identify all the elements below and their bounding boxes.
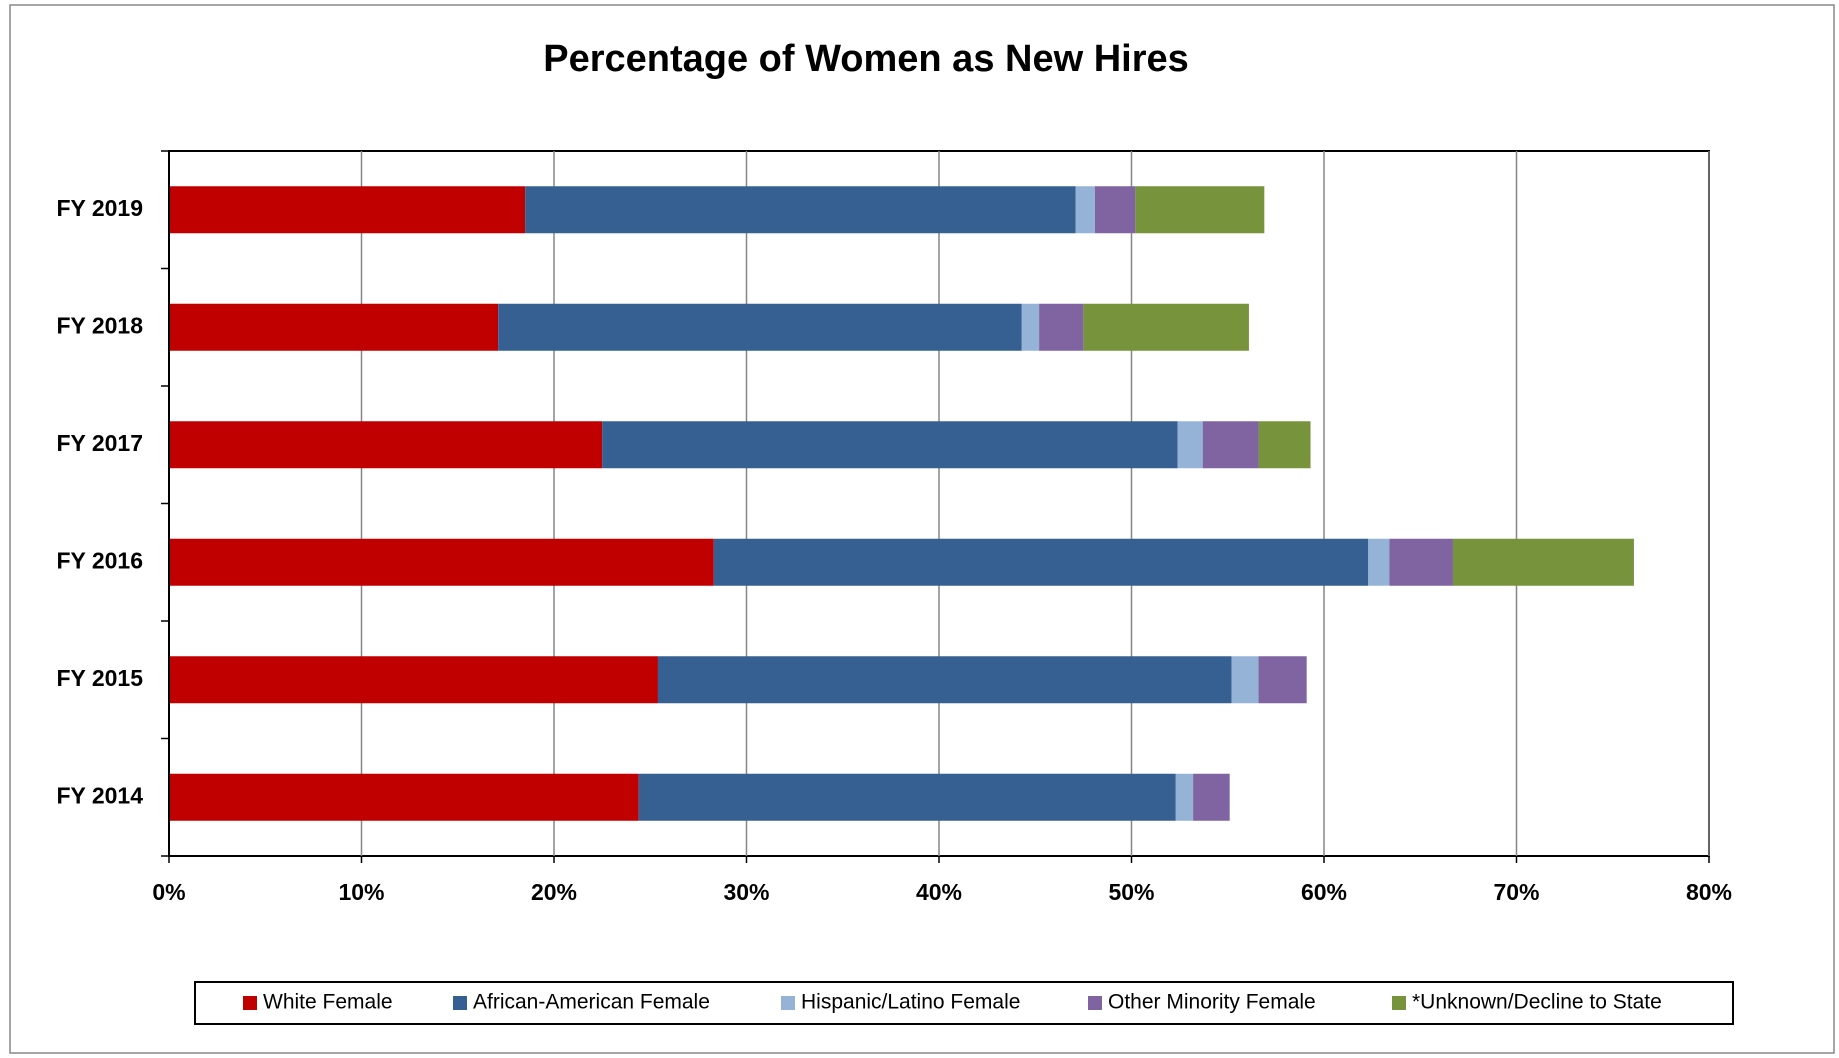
legend-label: Hispanic/Latino Female — [801, 991, 1020, 1014]
x-tick-label: 20% — [531, 879, 577, 905]
x-tick-label: 10% — [338, 879, 384, 905]
legend-swatch — [781, 996, 795, 1010]
bar-segment — [657, 656, 1232, 704]
bar-segment — [1368, 538, 1390, 586]
y-tick-label: FY 2017 — [56, 430, 143, 456]
bar-segment — [1231, 656, 1259, 704]
bar-segment — [525, 186, 1076, 234]
bar-segment — [1193, 773, 1230, 821]
bar-segment — [1202, 421, 1259, 469]
bar-segment — [1258, 656, 1307, 704]
bar-segment — [713, 538, 1369, 586]
bar-segment — [169, 421, 603, 469]
x-tick-label: 50% — [1108, 879, 1154, 905]
x-tick-label: 60% — [1301, 879, 1347, 905]
bar-segment — [169, 773, 639, 821]
bar-segment — [1135, 186, 1265, 234]
bar-segment — [169, 656, 658, 704]
bar-segment — [1177, 421, 1203, 469]
legend-swatch — [243, 996, 257, 1010]
legend-swatch — [453, 996, 467, 1010]
bar-segment — [1039, 303, 1084, 351]
bar-segment — [498, 303, 1022, 351]
legend-box — [194, 981, 1734, 1025]
x-tick-label: 0% — [152, 879, 185, 905]
bar-segment — [602, 421, 1178, 469]
bar-segment — [169, 538, 714, 586]
bar-segment — [1389, 538, 1453, 586]
legend-swatch — [1088, 996, 1102, 1010]
legend-label: *Unknown/Decline to State — [1412, 991, 1662, 1014]
x-tick-label: 40% — [916, 879, 962, 905]
chart-title: Percentage of Women as New Hires — [543, 38, 1189, 80]
legend-label: White Female — [263, 991, 393, 1014]
x-tick-label: 30% — [723, 879, 769, 905]
x-tick-label: 80% — [1686, 879, 1732, 905]
y-tick-label: FY 2019 — [56, 195, 143, 221]
bar-segment — [1175, 773, 1194, 821]
legend-swatch — [1392, 996, 1406, 1010]
bar-segment — [1075, 186, 1095, 234]
x-tick-label: 70% — [1493, 879, 1539, 905]
bar-segment — [1452, 538, 1634, 586]
y-tick-label: FY 2015 — [56, 665, 143, 691]
bar-segment — [1094, 186, 1136, 234]
y-tick-label: FY 2016 — [56, 547, 143, 573]
bar-segment — [638, 773, 1176, 821]
bar-segment — [1083, 303, 1249, 351]
legend-label: African-American Female — [473, 991, 710, 1014]
legend-label: Other Minority Female — [1108, 991, 1316, 1014]
y-tick-label: FY 2018 — [56, 312, 143, 338]
bar-segment — [169, 186, 526, 234]
bar-segment — [169, 303, 499, 351]
y-tick-label: FY 2014 — [56, 782, 143, 808]
bar-segment — [1021, 303, 1040, 351]
bar-segment — [1258, 421, 1311, 469]
